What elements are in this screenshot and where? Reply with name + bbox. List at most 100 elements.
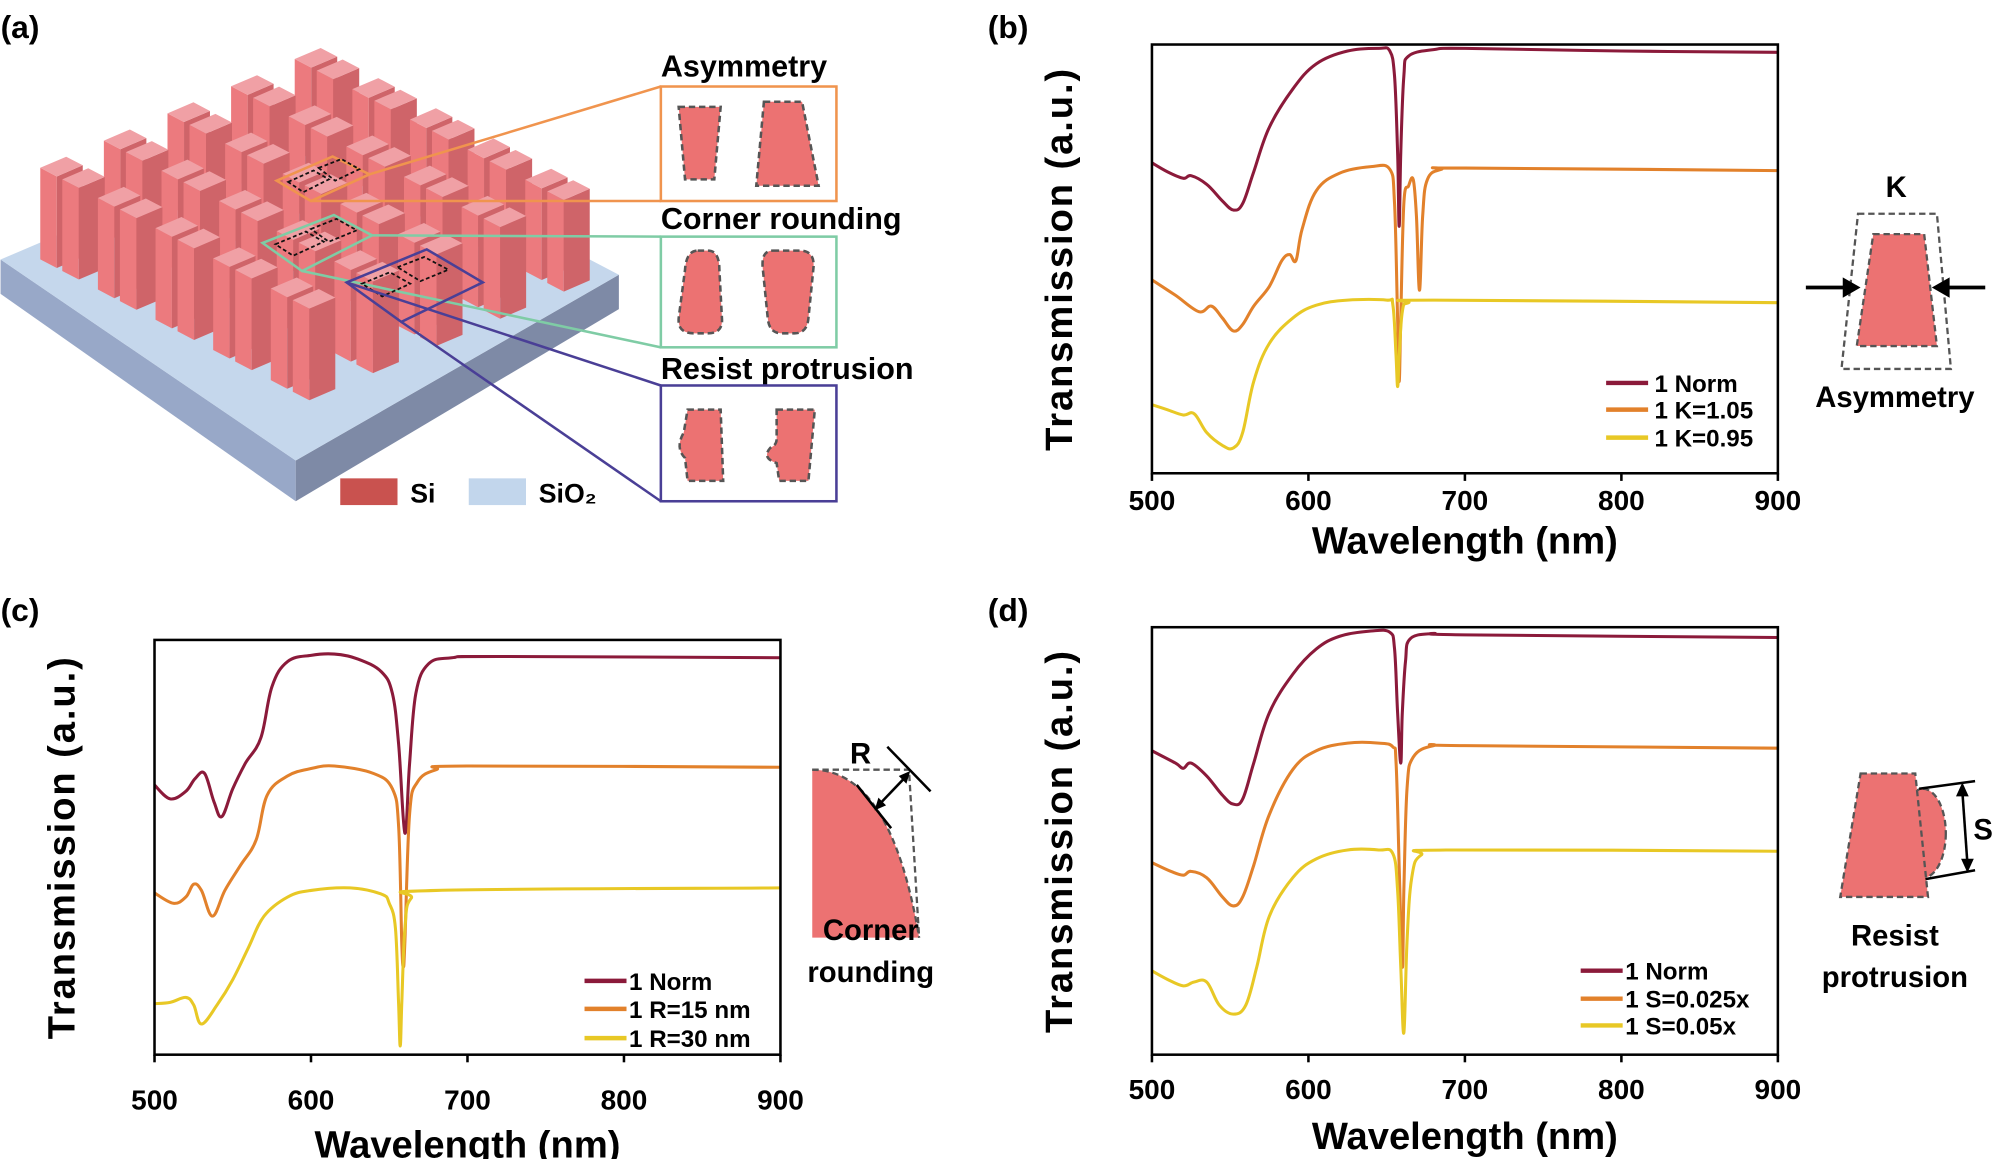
pillar-left-face [334,261,351,362]
schematic-corner-rounding: R Corner rounding [807,738,934,989]
asymmetry-pillar-shape [754,100,821,188]
schematic-caption-line2: rounding [807,957,934,989]
pillar-left-face [547,191,564,292]
si-pillar [483,207,527,319]
pillar-top-face [103,129,147,150]
substrate-right-side [295,274,619,502]
pillar-top-face [294,47,338,68]
symbol-s: S [1973,815,1993,847]
pillar-left-face [270,288,288,389]
pillar-top-face [304,174,348,195]
x-tick-label: 900 [1755,485,1802,516]
x-tick-label: 600 [1285,1074,1332,1105]
pillar-top-face [340,192,383,213]
pillar-top-face [183,171,227,191]
pillar-top-face [420,234,463,255]
pillar-top-face [235,258,278,279]
selection-resist-protrusion [344,247,486,324]
dashed-outline [316,158,362,182]
symbol-k: K [1886,172,1907,204]
inset-title-corner-rounding: Corner rounding [661,202,902,236]
connector-line [369,85,662,176]
protrusion-pillar-shape [765,408,817,483]
pillar-top-face [489,149,533,170]
pillar-left-face [97,197,115,299]
legend-label: 1 S=0.025x [1625,987,1750,1014]
s-arrow [1961,791,1969,864]
x-tick-label: 700 [444,1084,491,1115]
connector-line [400,320,662,503]
pillar-top-face [467,138,510,159]
schematic-resist-protrusion: S Resist protrusion [1822,772,1993,994]
dashed-outline [273,230,326,257]
series-line-2 [1151,163,1778,384]
pillar-top-face [225,132,268,153]
pillar-top-face [161,159,204,180]
pillar-top-face [97,186,141,207]
legend-label-si: Si [410,479,435,509]
panel-label-a: (a) [1,9,40,45]
arrowhead-icon [1961,858,1974,873]
substrate-left-side [0,259,296,502]
pillar-left-face [235,269,252,371]
legend-label: 1 R=15 nm [629,997,751,1024]
schematic-caption: Asymmetry [1815,382,1975,414]
pillar-top-face [213,247,256,267]
pillar-top-face [409,108,453,128]
x-axis-label: Wavelength (nm) [1312,1115,1618,1158]
pillar-top-face [374,89,417,110]
connector-line [372,234,661,238]
asymmetry-trapezoid [1855,232,1939,348]
series-line-1 [1151,628,1778,807]
pillar-left-face [483,218,501,319]
legend-label: 1 S=0.05x [1625,1013,1736,1040]
pillar-top-face [362,204,405,225]
rounded-pillar-shape [761,249,815,335]
asymmetry-pillar-shape [677,105,723,181]
pillar-top-face [231,75,274,95]
pillar-top-face [310,116,354,137]
x-tick-label: 500 [131,1084,178,1115]
connector-line [346,281,662,387]
rounded-pillar-shape [677,249,724,335]
protrusion-pillar-shape [678,408,725,483]
series-line-2 [153,764,781,969]
series-line-1 [153,652,781,835]
pillar-top-face [247,144,290,164]
tangent-line [855,784,893,830]
series-line-3 [1151,297,1778,451]
pillar-right-face [563,188,590,292]
x-axis-label: Wavelength (nm) [1312,519,1618,562]
panel-label-c: (c) [1,592,40,628]
pillar-top-face [189,113,232,134]
x-tick-label: 800 [601,1084,648,1115]
pillar-top-face [431,119,475,140]
pillar-right-face [309,297,336,401]
rounded-corner-shape [812,769,920,938]
outer-dashed-trapezoid [1840,212,1953,371]
pillar-top-face [298,231,342,252]
pillar-top-face [253,86,296,107]
pillar-left-face [525,179,542,281]
pillar-right-face [436,243,463,346]
arrowhead-icon [898,770,911,784]
si-pillar [356,261,399,374]
pillar-top-face [368,147,411,167]
legend-label: 1 R=30 nm [629,1026,751,1053]
x-tick-label: 900 [757,1084,804,1115]
x-tick-label: 800 [1598,485,1645,516]
legend-label-sio2: SiO₂ [539,479,597,509]
pillar-left-face [177,239,195,340]
pillar-left-face [213,258,230,359]
pillar-top-face [334,250,377,270]
series-line-3 [1151,847,1778,1035]
pillar-top-face [241,201,284,222]
pillar-top-face [292,289,336,309]
pillar-top-face [219,189,262,210]
y-axis-label: Transmission (a.u.) [40,655,83,1039]
pillar-top-face [547,180,590,200]
legend-label: 1 Norm [1654,371,1737,398]
pillar-top-face [346,135,389,156]
